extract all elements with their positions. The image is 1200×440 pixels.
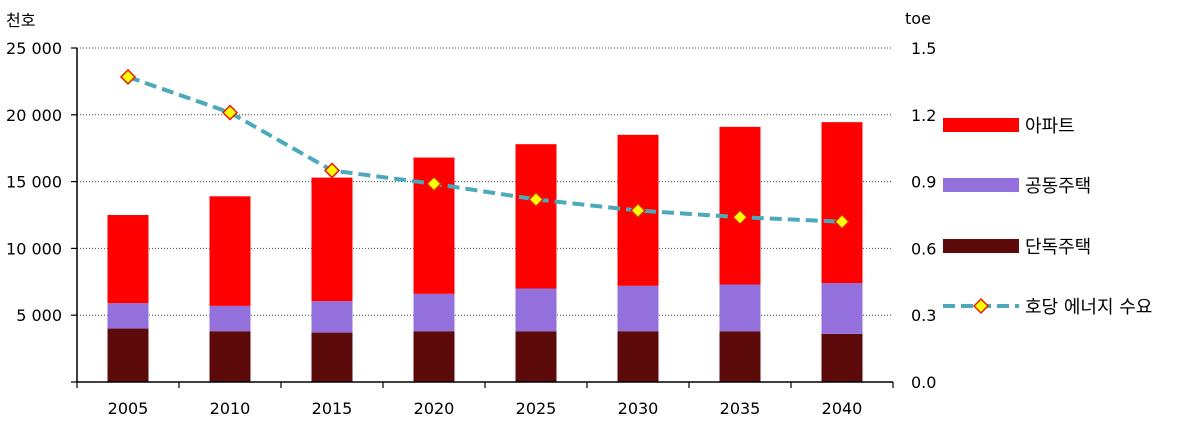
right-tick-label: 1.5 [911,39,936,58]
left-tick-label: 15 000 [6,173,62,192]
bar-segment [617,285,659,332]
bar-segment [515,331,557,382]
axes [71,47,894,388]
bar-segment [719,126,761,285]
tick-labels: 5 000 10 000 15 000 20 000 25 000 0.0 0.3 0.6 0.… [6,39,936,418]
right-tick-label: 0.9 [911,173,936,192]
bar-segment [413,293,455,332]
energy-demand-line [119,68,851,230]
bar-segment [617,331,659,382]
legend-label: 아파트 [1025,116,1075,137]
x-tick-label: 2035 [720,399,761,418]
bar-segment [821,122,863,284]
x-tick-label: 2030 [618,399,659,418]
right-tick-label: 0.0 [911,373,936,392]
line-marker [323,162,341,179]
bar-segment [209,331,251,382]
bar-segment [515,144,557,289]
bar-segment [311,301,353,333]
bar-segment [719,331,761,382]
left-tick-label: 10 000 [6,239,62,258]
line-marker [527,191,545,208]
legend-swatch [943,118,1019,132]
right-tick-label: 0.6 [911,239,936,258]
line-marker [731,209,749,226]
legend-label: 단독주택 [1025,237,1091,258]
x-tick-label: 2015 [312,399,353,418]
bar-segment [821,283,863,334]
bar-series [107,122,863,382]
line-marker [425,175,443,192]
line-marker [119,68,137,86]
bar-segment [107,328,149,382]
bar-segment [515,288,557,332]
right-tick-label: 0.3 [911,306,936,325]
bar-segment [311,177,353,302]
bar-segment [311,332,353,382]
right-axis-unit: toe [905,9,931,28]
x-tick-label: 2005 [108,399,149,418]
bar-segment [107,215,149,304]
legend-label: 공동주택 [1025,176,1091,197]
x-tick-label: 2020 [414,399,455,418]
gridlines [77,47,893,316]
left-tick-label: 25 000 [6,39,62,58]
legend-swatch [943,178,1019,192]
x-tick-label: 2025 [516,399,557,418]
bar-segment [209,196,251,306]
bar-segment [413,331,455,382]
right-tick-label: 1.2 [911,106,936,125]
line-marker [221,104,239,121]
bar-segment [821,333,863,382]
legend-line-marker [972,297,990,315]
energy-demand-line-path [127,75,843,224]
bar-segment [107,303,149,329]
line-marker [629,202,647,219]
line-marker [833,213,851,230]
left-tick-label: 5 000 [16,306,62,325]
bar-segment [209,305,251,332]
left-tick-label: 20 000 [6,106,62,125]
left-axis-unit: 천호 [6,11,35,30]
bar-segment [719,284,761,332]
legend-swatch [943,239,1019,253]
legend-label: 호당 에너지 수요 [1025,297,1152,318]
x-tick-label: 2010 [210,399,251,418]
x-tick-label: 2040 [822,399,863,418]
